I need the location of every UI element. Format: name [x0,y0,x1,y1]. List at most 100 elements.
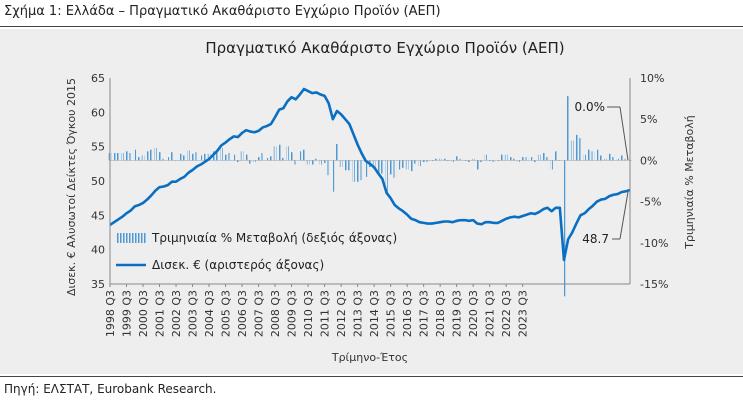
change-bar [220,148,223,161]
x-tick-label: 2003 Q3 [187,290,200,337]
change-bar [579,138,582,161]
change-bar [608,153,611,161]
change-bar [500,154,504,161]
right-tick-label: 5% [640,113,657,126]
change-bar [145,151,149,161]
right-tick-label: -5% [640,196,661,209]
change-bar [451,160,454,163]
x-tick-label: 2013 Q3 [352,290,365,337]
change-bar [290,152,293,161]
change-bar [562,160,566,297]
x-tick-label: 2001 Q3 [154,290,167,337]
change-bar [385,160,388,194]
figure-label: Σχήμα 1: Ελλάδα – Πραγματικό Ακαθάριστο … [4,4,441,19]
change-bar [265,157,269,161]
change-bar [277,144,281,161]
change-bar [447,160,450,161]
change-bar [624,158,628,161]
change-bar [306,160,310,165]
change-bar [381,160,384,174]
change-bar [269,156,273,161]
change-bar [244,154,248,161]
change-bar [542,152,545,161]
change-bar [426,160,430,163]
change-bar [496,160,500,161]
left-axis-ticks: 35 40 45 50 55 60 65 [91,72,105,291]
change-bar [121,152,124,161]
change-bar [467,160,471,163]
change-bar [438,158,442,161]
legend-line-label: Δισεκ. € (αριστερός άξονας) [152,258,324,272]
change-bar [434,158,438,161]
change-bar [273,146,277,161]
x-tick-label: 2014 Q3 [368,290,381,337]
change-bar [315,158,318,161]
axes [109,78,631,285]
change-bar [575,134,578,161]
x-tick-label: 2021 Q3 [484,290,497,337]
change-bar [129,152,132,161]
change-bar [158,152,161,161]
change-bar [199,155,203,161]
change-bar [141,155,145,161]
annotation-change-leader [619,106,629,161]
x-tick-label: 2005 Q3 [220,290,233,337]
change-bar [393,160,397,178]
change-bar [595,149,599,161]
change-bar [224,154,227,161]
x-tick-label: 2012 Q3 [335,290,348,337]
change-bar [261,152,264,161]
change-bar [356,160,359,182]
change-bar [517,160,520,163]
x-tick-label: 2002 Q3 [170,290,183,337]
change-bar [310,160,314,165]
x-tick-label: 2007 Q3 [253,290,266,337]
right-tick-label: 0% [640,154,657,167]
change-bar [525,157,529,161]
change-bar [587,149,591,161]
right-axis-title: Τριμηνιαία % Μεταβολή [683,115,696,250]
x-tick-label: 2004 Q3 [203,290,216,337]
change-bar [484,154,487,161]
change-bar [319,160,322,165]
top-rule [0,26,743,27]
change-bar [599,155,603,161]
legend-bar-label: Τριμηνιαία % Μεταβολή (δεξιός άξονας) [151,231,397,245]
change-bar [476,160,479,170]
right-tick-label: 10% [640,72,664,85]
change-bar [298,151,302,161]
left-tick-label: 50 [91,175,105,188]
x-tick-label: 2022 Q3 [500,290,513,337]
change-bar [376,160,380,175]
change-bar [620,155,624,161]
left-tick-label: 55 [91,141,105,154]
change-bar [323,160,326,163]
change-bar [286,146,289,161]
left-tick-label: 40 [91,244,105,257]
annotation-last-change: 0.0% [575,100,606,114]
change-bar [257,157,260,161]
x-tick-label: 2019 Q3 [451,290,464,337]
x-tick-label: 2008 Q3 [269,290,282,337]
annotation-last-level: 48.7 [582,232,609,246]
change-bar [294,160,297,165]
change-bar [133,149,137,161]
change-bar [216,151,219,161]
change-bar [249,160,252,164]
x-tick-label: 2011 Q3 [319,290,332,337]
change-bar [492,160,496,163]
change-bar [335,143,339,161]
legend: Τριμηνιαία % Μεταβολή (δεξιός άξονας) Δι… [116,231,397,272]
change-bar [232,154,236,161]
change-bar [480,160,483,163]
change-bar [397,160,401,170]
change-bar [352,160,355,182]
change-bar [409,160,413,172]
change-bar [187,150,190,161]
change-bar [504,154,508,161]
change-bar [339,160,343,167]
left-tick-label: 60 [91,106,105,119]
change-bar [513,158,516,161]
x-axis-ticks: 1998 Q3 1999 Q3 2000 Q3 2001 Q3 2002 Q3 2003 … [104,284,530,337]
change-bar [327,160,331,176]
